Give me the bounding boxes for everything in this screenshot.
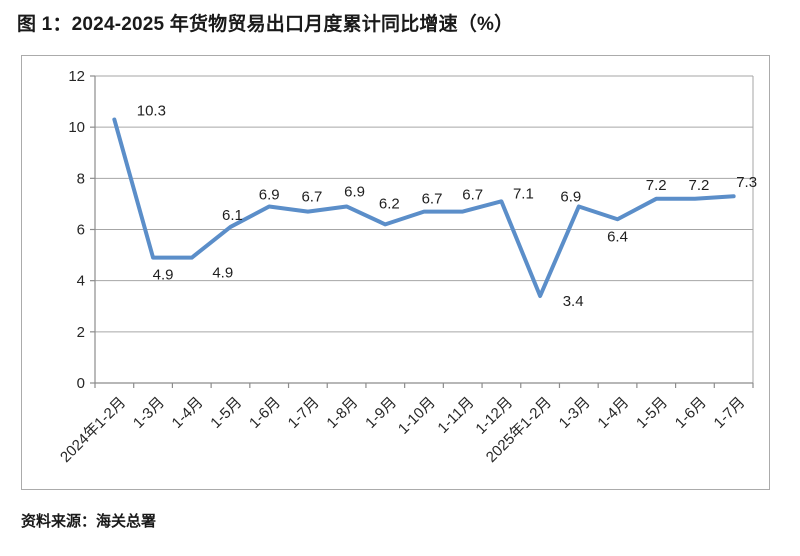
y-tick-label: 8	[77, 170, 85, 187]
y-tick-label: 6	[77, 222, 85, 239]
data-point-label: 7.3	[736, 174, 757, 191]
x-tick-label: 1-5月	[207, 394, 245, 432]
x-tick-label: 1-3月	[130, 394, 168, 432]
y-tick-label: 12	[68, 68, 85, 85]
chart-container: 0 2 4 6 8 10 12 2024年1-2月 1-3月 1-4月 1-5月 1-6月 1-7月 1-…	[21, 55, 770, 490]
data-point-label: 7.1	[513, 185, 534, 202]
y-tick-label: 2	[77, 324, 85, 341]
data-point-label: 3.4	[563, 293, 584, 310]
x-tick-label: 1-10月	[395, 394, 439, 438]
x-tick-label: 1-6月	[672, 394, 710, 432]
x-tick-label: 1-5月	[633, 394, 671, 432]
data-point-label: 6.2	[379, 195, 400, 212]
data-point-label: 6.7	[462, 187, 483, 204]
x-tick-label: 1-4月	[169, 394, 207, 432]
x-tick-label: 1-7月	[711, 394, 749, 432]
x-tick-label: 1-4月	[594, 394, 632, 432]
data-point-label: 6.7	[301, 189, 322, 206]
x-tick-label: 1-8月	[323, 394, 361, 432]
x-tick-label: 1-3月	[556, 394, 594, 432]
data-point-label: 6.4	[607, 228, 628, 245]
x-tick-label: 1-7月	[285, 394, 323, 432]
data-point-label: 6.7	[422, 191, 443, 208]
x-tick-label: 1-11月	[434, 394, 477, 437]
data-point-label: 7.2	[689, 177, 710, 194]
x-tick-label: 2024年1-2月	[57, 394, 129, 466]
y-tick-label: 10	[68, 119, 85, 136]
y-tick-label: 4	[77, 273, 85, 290]
data-point-label: 7.2	[646, 177, 667, 194]
data-point-label: 6.9	[259, 186, 280, 203]
data-point-label: 6.1	[222, 207, 243, 224]
y-tick-label: 0	[77, 375, 85, 392]
x-tick-label: 1-6月	[246, 394, 284, 432]
data-point-label: 4.9	[153, 267, 174, 284]
data-point-label: 6.9	[560, 188, 581, 205]
data-point-label: 6.9	[344, 183, 365, 200]
data-point-label: 4.9	[212, 265, 233, 282]
source-note: 资料来源：海关总署	[21, 513, 157, 530]
data-series-line	[112, 117, 736, 299]
data-point-label: 10.3	[137, 102, 166, 119]
figure-title: 图 1：2024-2025 年货物贸易出口月度累计同比增速（%）	[17, 14, 514, 35]
